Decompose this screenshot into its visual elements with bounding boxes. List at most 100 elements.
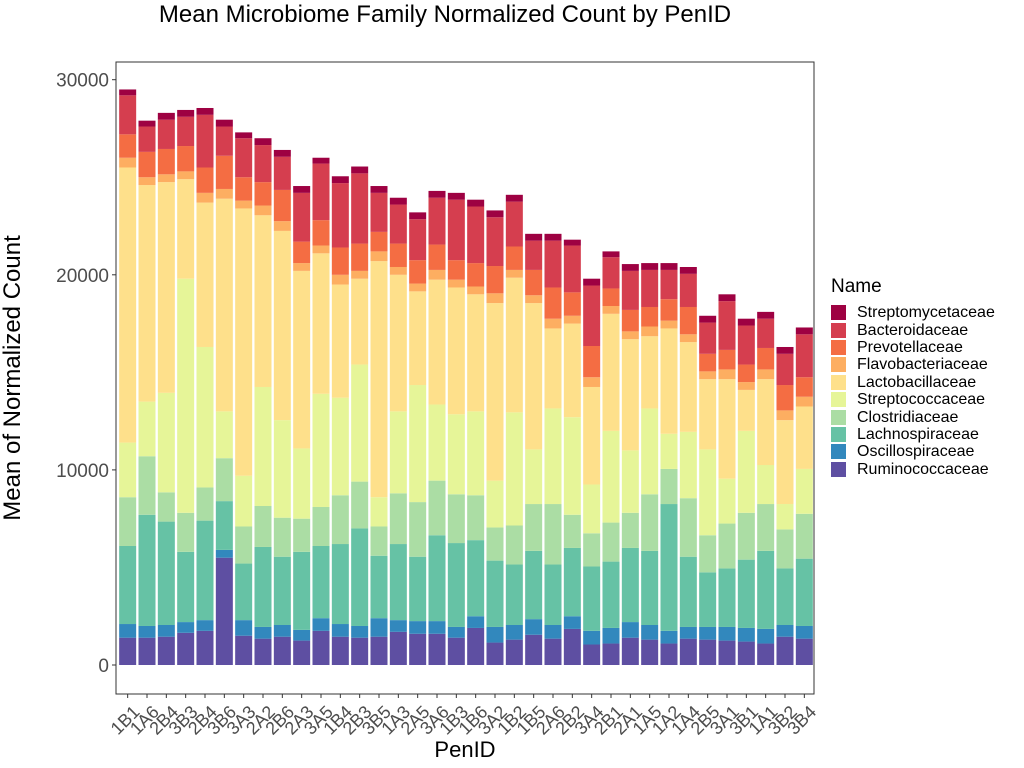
bar-segment [641,625,659,640]
bar-segment [602,306,620,314]
bar-segment [737,641,755,665]
bar-segment [718,294,736,302]
bar-segment [602,313,620,431]
bar-segment [737,559,755,628]
bar-segment [215,119,233,127]
bar-segment [331,544,349,625]
legend-item: Oscillospiraceae [831,443,995,460]
bar-segment [254,215,272,387]
bar-segment [776,420,794,505]
bar-segment [757,369,775,380]
bar-segment [505,194,523,202]
bars-layer [119,89,813,665]
bar-segment [679,431,697,499]
bar-segment [177,171,195,180]
bar-segment [157,182,175,393]
bar-segment [505,269,523,278]
bar-segment [737,512,755,560]
bar-segment [331,495,349,545]
bar-segment [621,339,639,451]
bar-segment [679,342,697,432]
bar-segment [293,263,311,271]
bar-segment [119,157,137,168]
bar-segment [389,204,407,244]
legend-key [831,374,846,390]
bar-segment [196,630,214,665]
bar-segment [776,353,794,386]
bar-segment [370,251,388,262]
bar-segment [505,625,523,640]
bar-segment [235,475,253,527]
bar-segment [583,346,601,378]
bar-segment [273,517,291,557]
bar-segment [737,627,755,642]
bar-segment [293,640,311,665]
bar-segment [351,243,369,271]
bar-segment [660,630,678,644]
bar-segment [776,529,794,569]
bar-segment [351,364,369,482]
bar-segment [273,221,291,231]
bar-segment [370,231,388,252]
bar-segment [409,633,427,665]
bar-segment [699,449,717,536]
y-tick-label: 10000 [56,461,109,482]
bar-segment [641,269,659,307]
bar-segment [525,240,543,270]
bar-segment [641,408,659,495]
legend-label: Streptococcaceae [857,391,986,409]
bar-segment [641,494,659,551]
bar-segment [293,270,311,449]
bar-segment [486,266,504,294]
bar-segment [254,182,272,206]
bar-segment [331,183,349,248]
bar-segment [273,636,291,665]
bar-segment [737,364,755,383]
bar-segment [641,306,659,327]
bar-segment [138,637,156,665]
bar-segment [177,512,195,552]
bar-segment [641,263,659,270]
bar-segment [138,185,156,402]
bar-segment [215,557,233,665]
y-tick-label: 20000 [56,266,109,287]
bar-segment [370,618,388,637]
bar-segment [119,545,137,625]
bar-segment [699,371,717,380]
bar-segment [312,618,330,631]
bar-segment [177,632,195,665]
bar-segment [273,420,291,518]
bar-segment [293,551,311,630]
bar-segment [563,417,581,515]
bar-segment [486,293,504,304]
bar-segment [235,563,253,621]
bar-segment [389,243,407,267]
bar-segment [583,533,601,567]
bar-segment [312,220,330,246]
bar-segment [525,550,543,620]
bar-segment [389,544,407,621]
bar-segment [563,547,581,617]
bar-segment [795,513,813,559]
plot-panel-border [115,61,815,695]
bar-segment [215,549,233,558]
bar-segment [641,336,659,409]
bar-segment [447,287,465,415]
bar-segment [467,627,485,665]
bar-segment [196,487,214,521]
bar-segment [583,630,601,645]
bar-segment [467,616,485,628]
bar-segment [776,410,794,421]
bar-segment [331,247,349,275]
bar-segment [312,506,330,546]
bar-segment [544,318,562,329]
bar-segment [389,411,407,494]
y-axis-title: Mean of Normalized Count [0,235,26,521]
bar-segment [467,263,485,287]
bar-segment [389,493,407,545]
bar-segment [563,245,581,293]
bar-segment [467,540,485,617]
bar-segment [196,192,214,203]
legend-key [831,357,846,373]
bar-segment [409,556,427,622]
